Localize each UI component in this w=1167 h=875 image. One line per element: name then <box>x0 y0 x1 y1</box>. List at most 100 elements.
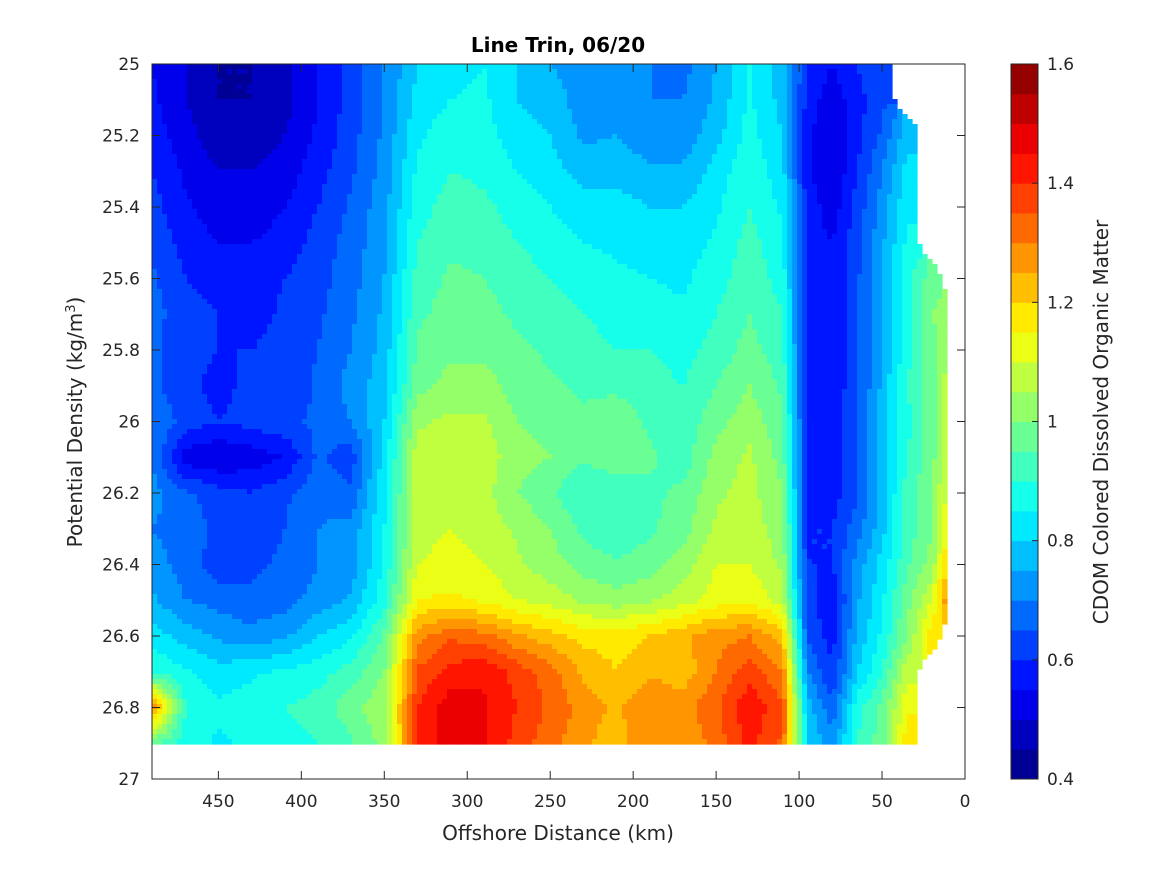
heatmap-cell <box>597 109 603 115</box>
heatmap-cell <box>627 164 633 170</box>
heatmap-cell <box>337 179 343 185</box>
heatmap-cell <box>582 224 588 230</box>
heatmap-cell <box>447 69 453 75</box>
heatmap-cell <box>162 144 168 150</box>
heatmap-cell <box>792 214 798 220</box>
heatmap-cell <box>772 109 778 115</box>
heatmap-cell <box>877 159 883 165</box>
heatmap-cell <box>512 194 518 200</box>
heatmap-cell <box>227 114 233 120</box>
heatmap-cell <box>422 199 428 205</box>
heatmap-cell <box>562 149 568 155</box>
heatmap-cell <box>892 194 898 200</box>
heatmap-cell <box>757 224 763 230</box>
heatmap-cell <box>677 184 683 190</box>
heatmap-cell <box>607 129 613 135</box>
heatmap-cell <box>222 184 228 190</box>
heatmap-cell <box>637 124 643 130</box>
heatmap-cell <box>212 79 218 85</box>
heatmap-cell <box>507 169 513 175</box>
heatmap-cell <box>492 144 498 150</box>
heatmap-cell <box>382 154 388 160</box>
heatmap-cell <box>647 69 653 75</box>
heatmap-cell <box>172 84 178 90</box>
heatmap-cell <box>657 189 663 195</box>
heatmap-cell <box>337 164 343 170</box>
heatmap-cell <box>477 164 483 170</box>
heatmap-cell <box>857 64 863 70</box>
heatmap-cell <box>857 129 863 135</box>
heatmap-cell <box>892 104 898 110</box>
heatmap-cell <box>427 174 433 180</box>
heatmap-cell <box>527 104 533 110</box>
heatmap-cell <box>372 144 378 150</box>
heatmap-cell <box>222 69 228 75</box>
heatmap-cell <box>767 159 773 165</box>
heatmap-cell <box>487 199 493 205</box>
heatmap-cell <box>637 89 643 95</box>
heatmap-cell <box>397 169 403 175</box>
heatmap-cell <box>572 149 578 155</box>
heatmap-cell <box>772 164 778 170</box>
heatmap-cell <box>512 184 518 190</box>
heatmap-cell <box>432 199 438 205</box>
heatmap-cell <box>802 94 808 100</box>
heatmap-cell <box>457 199 463 205</box>
heatmap-cell <box>887 134 893 140</box>
heatmap-cell <box>862 109 868 115</box>
heatmap-cell <box>377 104 383 110</box>
heatmap-cell <box>702 114 708 120</box>
heatmap-cell <box>297 214 303 220</box>
heatmap-cell <box>712 154 718 160</box>
heatmap-cell <box>492 129 498 135</box>
heatmap-cell <box>492 109 498 115</box>
heatmap-cell <box>317 119 323 125</box>
heatmap-cell <box>492 99 498 105</box>
heatmap-cell <box>727 99 733 105</box>
heatmap-cell <box>372 114 378 120</box>
heatmap-cell <box>567 94 573 100</box>
heatmap-cell <box>257 64 263 70</box>
heatmap-cell <box>557 79 563 85</box>
heatmap-cell <box>342 139 348 145</box>
heatmap-cell <box>537 134 543 140</box>
heatmap-cell <box>622 94 628 100</box>
heatmap-cell <box>262 209 268 215</box>
heatmap-cell <box>467 199 473 205</box>
heatmap-cell <box>777 149 783 155</box>
heatmap-cell <box>902 129 908 135</box>
heatmap-cell <box>427 134 433 140</box>
heatmap-cell <box>707 154 713 160</box>
heatmap-cell <box>437 164 443 170</box>
heatmap-cell <box>337 199 343 205</box>
heatmap-cell <box>767 164 773 170</box>
heatmap-cell <box>172 174 178 180</box>
heatmap-cell <box>702 119 708 125</box>
heatmap-cell <box>257 149 263 155</box>
heatmap-cell <box>457 79 463 85</box>
heatmap-cell <box>532 79 538 85</box>
heatmap-cell <box>507 174 513 180</box>
heatmap-cell <box>187 219 193 225</box>
heatmap-cell <box>232 94 238 100</box>
heatmap-cell <box>517 129 523 135</box>
heatmap-cell <box>797 174 803 180</box>
heatmap-cell <box>687 189 693 195</box>
heatmap-cell <box>372 104 378 110</box>
heatmap-cell <box>287 89 293 95</box>
heatmap-cell <box>227 194 233 200</box>
heatmap-cell <box>657 199 663 205</box>
heatmap-cell <box>517 89 523 95</box>
heatmap-cell <box>897 139 903 145</box>
heatmap-cell <box>907 154 913 160</box>
heatmap-cell <box>712 209 718 215</box>
heatmap-cell <box>417 159 423 165</box>
heatmap-cell <box>712 129 718 135</box>
heatmap-cell <box>767 84 773 90</box>
heatmap-cell <box>627 224 633 230</box>
heatmap-cell <box>872 204 878 210</box>
heatmap-cell <box>717 174 723 180</box>
heatmap-cell <box>567 144 573 150</box>
heatmap-cell <box>332 169 338 175</box>
heatmap-cell <box>477 99 483 105</box>
